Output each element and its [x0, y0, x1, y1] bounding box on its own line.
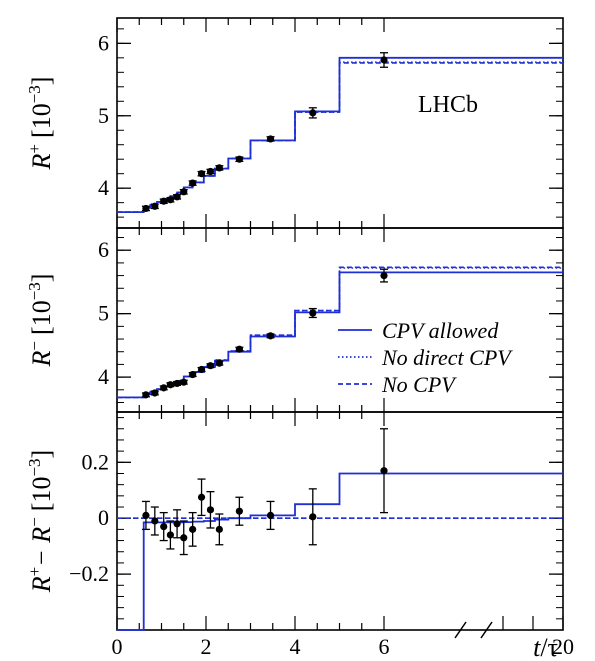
diff-data-point [206, 506, 215, 514]
diff-data-point [151, 517, 159, 525]
panel-rplus-frame [116, 17, 564, 229]
diff-data-point [235, 507, 243, 515]
panel-diff: −0.2 0 0.2 [69, 411, 564, 631]
y-title-diff-mid: − R [27, 527, 56, 567]
diff-data-point [309, 513, 317, 521]
panel-rminus-points [141, 268, 388, 399]
rminus-data-point [142, 391, 150, 399]
diff-data-point [215, 525, 223, 533]
y-title-diff-sup2: − [25, 517, 44, 527]
rminus-ytick-label: 5 [98, 301, 109, 326]
y-title-diff-close: ] [27, 450, 56, 459]
diff-data-point [197, 493, 206, 501]
legend: CPV allowed No direct CPV No CPV [338, 318, 513, 397]
axis-break-mark-right [480, 621, 493, 639]
rminus-data-point [166, 381, 174, 389]
rplus-data-point [180, 188, 188, 196]
rplus-data-point [206, 167, 215, 176]
diff-data-point [380, 467, 388, 475]
diff-data-point [173, 520, 181, 528]
y-title-rplus-base: R [27, 153, 56, 170]
panel-rplus-points [141, 52, 388, 213]
x-tick-label: 20 [552, 634, 574, 659]
diff-data-point [142, 511, 150, 520]
legend-label-cpv-allowed: CPV allowed [382, 318, 499, 343]
x-axis-title: t/τ [533, 633, 558, 661]
axis-break [454, 621, 493, 639]
rplus-data-point [151, 202, 159, 210]
rminus-data-point [197, 365, 206, 374]
rminus-data-point [266, 332, 275, 340]
rplus-data-point [189, 179, 197, 187]
rplus-data-point [380, 56, 388, 64]
legend-label-no-direct-cpv: No direct CPV [381, 345, 513, 370]
rminus-data-point [151, 389, 159, 397]
rminus-data-point [380, 271, 388, 280]
rplus-data-point [215, 164, 223, 172]
x-tick-label: 0 [112, 634, 123, 659]
rminus-data-point [215, 359, 223, 367]
y-axis-title-diff: R+− R− [10−3] [25, 450, 56, 593]
panel-rminus-ticks: 4 5 6 [98, 228, 563, 412]
rplus-data-point [160, 197, 168, 205]
rminus-data-point [309, 309, 317, 317]
panel-rplus-ticks: 4 5 6 [98, 18, 563, 228]
rplus-data-point [166, 196, 174, 204]
diff-data-point [166, 531, 174, 539]
rplus-ytick-label: 4 [98, 175, 109, 200]
diff-data-point [180, 534, 188, 542]
y-title-rplus-exp: −3 [25, 85, 44, 103]
x-tick-label: 4 [290, 634, 301, 659]
diff-ytick-label: −0.2 [69, 561, 109, 586]
x-tick-label: 6 [379, 634, 390, 659]
y-title-rplus-sup: + [25, 144, 44, 154]
rminus-data-point [160, 384, 168, 392]
panel-diff-points [141, 428, 388, 556]
x-axis-title-var: t [533, 633, 541, 661]
y-title-diff-base: R [27, 576, 56, 593]
x-axis: 0 2 4 6 20 [112, 616, 574, 659]
rplus-data-point [197, 170, 206, 178]
rplus-data-point [309, 109, 317, 117]
rplus-ytick-label: 5 [98, 103, 109, 128]
rminus-data-point [173, 379, 181, 388]
y-title-rminus-exp: −3 [25, 282, 44, 300]
y-axis-title-rminus: R− [10−3] [25, 274, 56, 368]
legend-label-no-cpv: No CPV [381, 372, 457, 397]
rplus-data-point [173, 193, 181, 201]
rminus-ytick-label: 4 [98, 364, 109, 389]
panel-rplus: 4 5 6 LHCb [98, 17, 564, 229]
y-title-diff-exp: −3 [25, 458, 44, 476]
panel-rminus: 4 5 6 CPV allowed No direct CPV No CPV [98, 227, 564, 413]
rplus-ytick-label: 6 [98, 30, 109, 55]
axis-break-mark-left [454, 621, 467, 639]
y-title-rminus-unit: [10 [27, 300, 56, 335]
diff-data-point [189, 525, 197, 533]
rplus-data-point [266, 135, 275, 143]
y-title-rminus-close: ] [27, 274, 56, 283]
x-axis-title-unit: τ [548, 633, 558, 661]
diff-ytick-label: 0.2 [82, 449, 110, 474]
y-axis-title-rplus: R+ [10−3] [25, 77, 56, 171]
y-title-diff-unit: [10 [27, 477, 56, 512]
y-title-rplus-close: ] [27, 77, 56, 86]
x-axis-title-sep: / [540, 633, 548, 661]
lhcb-label: LHCb [418, 92, 478, 118]
diff-ytick-label: 0 [98, 505, 109, 530]
diff-data-point [160, 522, 168, 531]
y-title-rplus-unit: [10 [27, 103, 56, 138]
rplus-data-point [235, 155, 243, 163]
rminus-data-point [180, 378, 188, 386]
rminus-data-point [189, 370, 197, 379]
rminus-data-point [206, 362, 215, 370]
rplus-data-point [142, 204, 150, 213]
y-title-diff-sup: + [25, 567, 44, 577]
y-title-rminus-base: R [27, 350, 56, 367]
rminus-ytick-label: 6 [98, 237, 109, 262]
diff-data-point [266, 511, 275, 520]
rminus-data-point [235, 345, 243, 353]
x-tick-label: 2 [201, 634, 212, 659]
y-title-rminus-sup: − [25, 341, 44, 351]
